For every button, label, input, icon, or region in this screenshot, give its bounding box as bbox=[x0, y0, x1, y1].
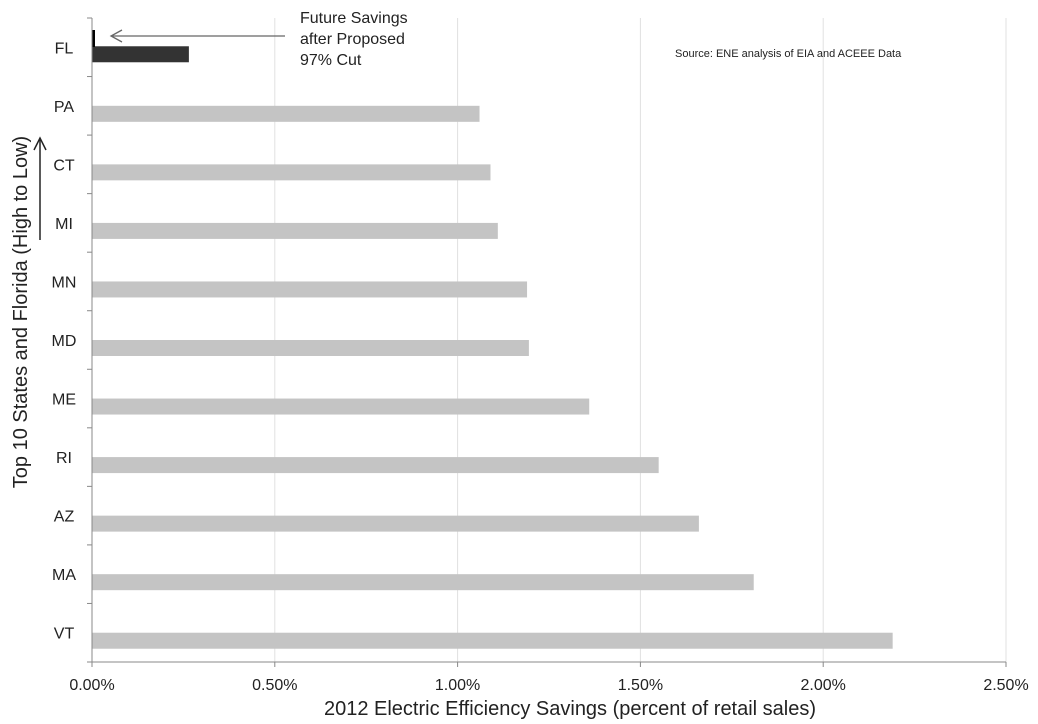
future-bar-fl bbox=[92, 30, 95, 47]
bar-mn bbox=[92, 281, 528, 298]
bar-md bbox=[92, 340, 529, 356]
category-label-fl: FL bbox=[55, 40, 74, 57]
x-tick-label: 0.00% bbox=[69, 677, 114, 694]
bar-ma bbox=[92, 574, 754, 591]
bar-mi bbox=[92, 222, 498, 239]
bar-pa bbox=[92, 105, 480, 122]
bar-vt bbox=[92, 632, 893, 649]
annotation-line-1: Future Savings bbox=[300, 10, 408, 27]
x-tick-label: 2.00% bbox=[801, 677, 846, 694]
category-label-pa: PA bbox=[54, 99, 74, 116]
x-tick-label: 1.00% bbox=[435, 677, 480, 694]
source-note: Source: ENE analysis of EIA and ACEEE Da… bbox=[675, 48, 902, 60]
bars bbox=[92, 30, 893, 649]
bar-me bbox=[92, 398, 590, 415]
category-label-ma: MA bbox=[52, 567, 76, 584]
category-labels: FL PA CT MI MN MD ME RI AZ MA VT bbox=[52, 40, 77, 642]
category-label-vt: VT bbox=[54, 626, 75, 643]
x-tick-labels: 0.00% 0.50% 1.00% 1.50% 2.00% 2.50% bbox=[69, 677, 1028, 694]
x-tick-label: 2.50% bbox=[983, 677, 1028, 694]
annotation-line-2: after Proposed bbox=[300, 31, 405, 48]
bar-ri bbox=[92, 457, 659, 474]
category-label-mn: MN bbox=[52, 274, 77, 291]
category-label-ri: RI bbox=[56, 450, 72, 467]
gridlines bbox=[274, 18, 1007, 662]
y-axis-title: Top 10 States and Florida (High to Low) bbox=[10, 136, 32, 488]
category-label-md: MD bbox=[52, 333, 77, 350]
axes bbox=[87, 17, 1007, 667]
annotation-line-3: 97% Cut bbox=[300, 52, 362, 69]
category-label-mi: MI bbox=[55, 216, 73, 233]
bar-ct bbox=[92, 164, 491, 181]
x-tick-label: 0.50% bbox=[252, 677, 297, 694]
bar-fl bbox=[92, 46, 189, 63]
category-label-az: AZ bbox=[54, 509, 75, 526]
x-tick-label: 1.50% bbox=[618, 677, 663, 694]
up-arrow-icon bbox=[33, 136, 47, 240]
annotation-arrow-icon bbox=[109, 29, 285, 43]
category-label-me: ME bbox=[52, 392, 76, 409]
x-axis-title: 2012 Electric Efficiency Savings (percen… bbox=[324, 698, 816, 720]
category-label-ct: CT bbox=[53, 157, 75, 174]
bar-az bbox=[92, 515, 699, 532]
